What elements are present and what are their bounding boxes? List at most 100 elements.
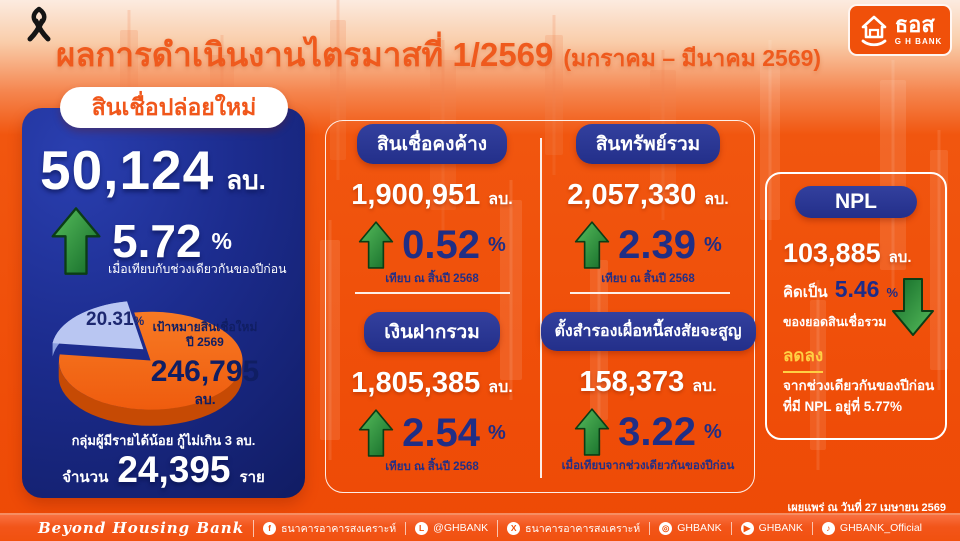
new-loans-unit: ลบ.	[226, 165, 266, 195]
release-date-note: เผยแพร่ ณ วันที่ 27 เมษายน 2569	[787, 502, 946, 514]
social-label: GHBANK	[758, 522, 803, 534]
footer-slogan: Beyond Housing Bank	[37, 519, 245, 537]
new-loans-growth-note: เมื่อเทียบกับช่วงเดียวกันของปีก่อน	[108, 262, 287, 276]
npl-value: 103,885	[783, 238, 881, 268]
metrics-divider-right	[570, 292, 730, 294]
metric-total-deposits: เงินฝากรวม 1,805,385 ลบ. 2.54 % เทียบ ณ …	[332, 312, 532, 476]
npl-compare-line1: จากช่วงเดียวกันของปีก่อน	[783, 378, 935, 393]
pie-percent-value: 20.31	[86, 309, 134, 330]
new-loans-panel: 50,124 ลบ. 5.72 % เมื่อเทียบกับช่วงเดียว…	[22, 108, 305, 498]
npl-title-pill: NPL	[795, 186, 917, 218]
npl-ratio-unit: %	[886, 285, 899, 300]
social-label: GHBANK	[677, 522, 722, 534]
tiktok-icon: ♪	[821, 521, 835, 535]
page-title-wrap: ผลการดำเนินงานไตรมาสที่ 1/2569 (มกราคม –…	[56, 28, 821, 81]
new-loans-growth: 5.72	[112, 215, 202, 267]
pie-side	[58, 360, 243, 426]
metric-value-row: 1,900,951 ลบ.	[351, 179, 512, 212]
pie-percent-unit: %	[133, 314, 145, 328]
low-income-count-row: จำนวน 24,395 ราย	[22, 449, 305, 491]
logo-thai-name: ธอส	[894, 12, 935, 37]
instagram-icon: ◎	[659, 521, 673, 535]
metric-title-pill: เงินฝากรวม	[364, 312, 500, 352]
npl-compare-line2: ที่มี NPL อยู่ที่ 5.77%	[783, 399, 903, 414]
metric-change: 3.22	[618, 409, 697, 454]
npl-decrease-label: ลดลง	[783, 342, 824, 373]
target-pie-chart	[52, 301, 243, 426]
metrics-vertical-divider	[540, 138, 542, 478]
metric-title-pill: สินทรัพย์รวม	[575, 124, 721, 164]
pie-target-line1: เป้าหมายสินเชื่อใหม่	[152, 320, 258, 334]
pie-target-line2: ปี 2569	[186, 335, 224, 349]
social-label: ธนาคารอาคารสงเคราะห์	[281, 522, 397, 535]
metric-unit: ลบ.	[488, 191, 513, 208]
count-value: 24,395	[117, 449, 231, 490]
metric-value: 1,900,951	[351, 179, 481, 211]
npl-panel: NPL 103,885 ลบ. คิดเป็น 5.46 % ของยอดสิน…	[765, 172, 947, 440]
logo-english-name: G H BANK	[894, 37, 943, 46]
up-arrow-icon	[358, 221, 394, 269]
npl-ratio-value: 5.46	[834, 276, 880, 302]
down-arrow-icon	[892, 278, 934, 336]
metric-change-unit: %	[488, 421, 506, 444]
low-income-note: กลุ่มผู้มีรายได้น้อย กู้ไม่เกิน 3 ลบ.	[71, 433, 256, 448]
new-loans-growth-unit: %	[211, 227, 232, 254]
up-arrow-icon	[574, 408, 610, 456]
npl-unit: ลบ.	[888, 249, 912, 266]
metric-note: เทียบ ณ สิ้นปี 2568	[601, 273, 695, 285]
social-youtube: ▶ GHBANK	[730, 521, 803, 535]
metric-note: เทียบ ณ สิ้นปี 2568	[385, 273, 479, 285]
metric-total-assets: สินทรัพย์รวม 2,057,330 ลบ. 2.39 % เทียบ …	[548, 124, 748, 288]
metric-growth-row: 2.54 %	[358, 408, 506, 458]
social-facebook: f ธนาคารอาคารสงเคราะห์	[253, 519, 397, 537]
metric-value: 1,805,385	[351, 367, 481, 399]
metric-note: เมื่อเทียบจากช่วงเดียวกันของปีก่อน	[561, 460, 735, 472]
metric-provisions: ตั้งสำรองเผื่อหนี้สงสัยจะสูญ 158,373 ลบ.…	[540, 312, 756, 475]
npl-value-row: 103,885 ลบ.	[783, 238, 912, 269]
social-label: @GHBANK	[433, 522, 489, 534]
new-loans-header-pill: สินเชื่อปล่อยใหม่	[60, 87, 288, 128]
footer-bar: Beyond Housing Bank f ธนาคารอาคารสงเคราะ…	[0, 513, 960, 541]
metric-value: 2,057,330	[567, 179, 697, 211]
new-loans-growth-row: 5.72 %	[50, 206, 232, 276]
ghbank-logo: ธอส G H BANK	[848, 4, 952, 56]
new-loans-value-row: 50,124 ลบ.	[40, 138, 266, 202]
metric-title-pill: ตั้งสำรองเผื่อหนี้สงสัยจะสูญ	[540, 312, 756, 351]
social-instagram: ◎ GHBANK	[649, 521, 722, 535]
metric-value-row: 158,373 ลบ.	[579, 366, 716, 399]
metric-change: 2.54	[402, 410, 481, 455]
npl-ratio-label: คิดเป็น	[783, 284, 828, 301]
metric-note: เทียบ ณ สิ้นปี 2568	[385, 461, 479, 473]
logo-text: ธอส G H BANK	[895, 14, 943, 46]
up-arrow-icon	[51, 207, 101, 275]
metric-outstanding-loans: สินเชื่อคงค้าง 1,900,951 ลบ. 0.52 % เทีย…	[332, 124, 532, 288]
line-icon: L	[415, 521, 429, 535]
page-subtitle: (มกราคม – มีนาคม 2569)	[563, 45, 822, 71]
metric-growth-row: 2.39 %	[574, 220, 722, 270]
black-ribbon-icon	[27, 6, 51, 42]
pie-target-value: 246,795	[150, 355, 260, 388]
pie-percent-label: 20.31 %	[86, 309, 144, 331]
metric-unit: ลบ.	[692, 378, 717, 395]
facebook-icon: f	[263, 521, 277, 535]
pie-target-block: เป้าหมายสินเชื่อใหม่ ปี 2569 246,795 ลบ.	[140, 320, 270, 408]
youtube-icon: ▶	[740, 521, 754, 535]
npl-ratio-row: คิดเป็น 5.46 %	[783, 276, 898, 304]
metrics-divider-left	[355, 292, 510, 294]
metric-change-unit: %	[704, 420, 722, 443]
social-x: X ธนาคารอาคารสงเคราะห์	[497, 519, 640, 537]
count-prefix: จำนวน	[62, 469, 109, 486]
up-arrow-icon	[574, 221, 610, 269]
metric-title-pill: สินเชื่อคงค้าง	[356, 124, 508, 164]
metric-unit: ลบ.	[704, 191, 729, 208]
metric-growth-row: 0.52 %	[358, 220, 506, 270]
metric-value-row: 2,057,330 ลบ.	[567, 179, 728, 212]
page-title: ผลการดำเนินงานไตรมาสที่ 1/2569	[56, 36, 554, 73]
metric-change: 2.39	[618, 222, 697, 267]
up-arrow-icon	[358, 409, 394, 457]
house-hands-icon	[861, 15, 887, 47]
pie-target-unit: ลบ.	[194, 390, 216, 407]
metrics-box	[325, 120, 755, 493]
metric-change-unit: %	[488, 233, 506, 256]
